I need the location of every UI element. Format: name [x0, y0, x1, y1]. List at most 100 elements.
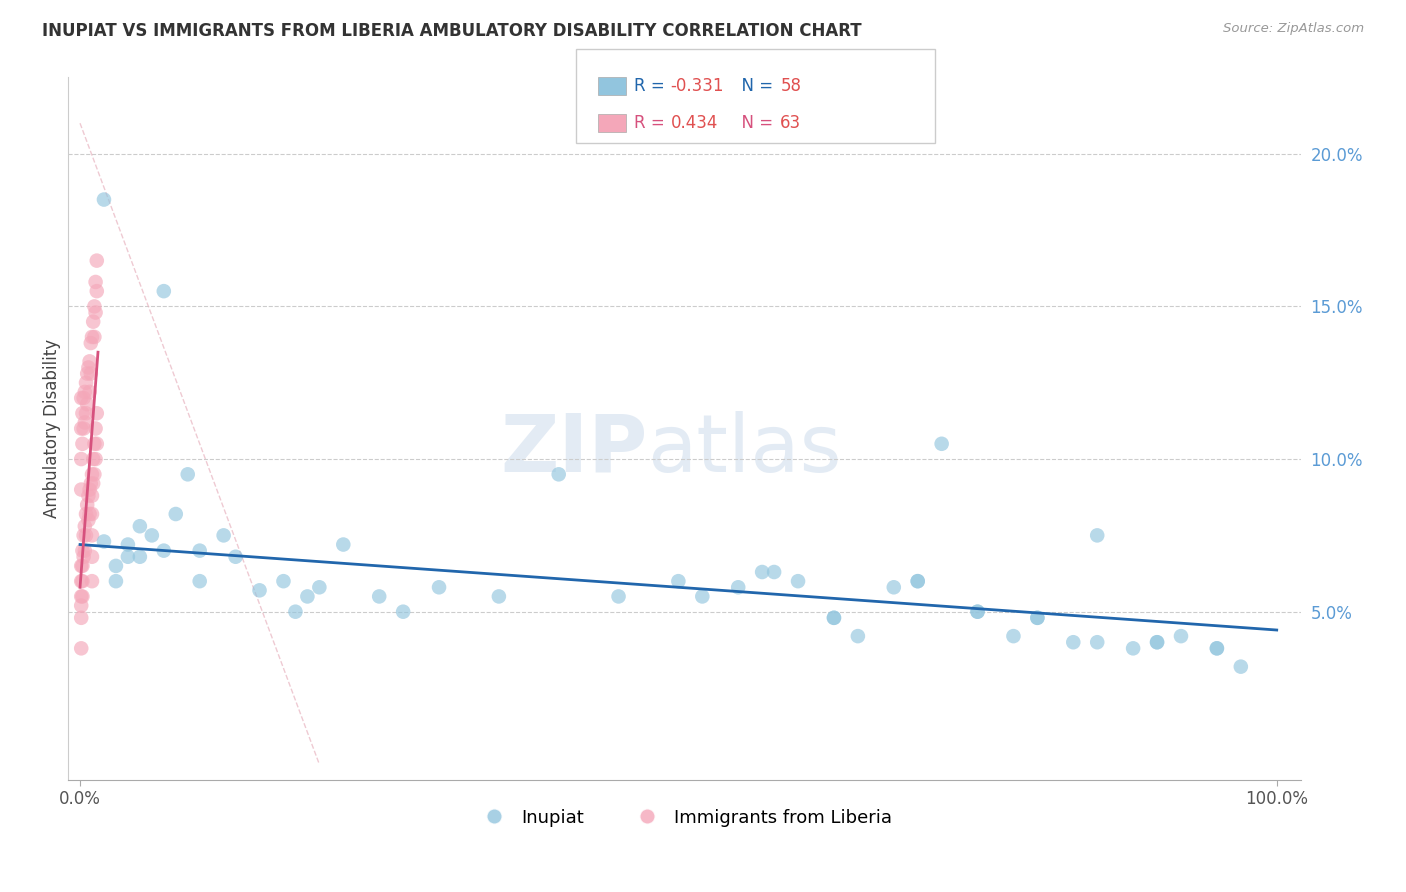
Point	[907, 574, 929, 589]
Point	[188, 543, 211, 558]
Point	[188, 574, 211, 589]
Point	[83, 300, 105, 314]
Point	[128, 549, 150, 564]
Point	[84, 275, 107, 289]
Point	[76, 498, 98, 512]
Point	[153, 284, 176, 298]
Point	[1146, 635, 1168, 649]
Point	[73, 416, 96, 430]
Point	[80, 367, 103, 381]
Point	[77, 489, 100, 503]
Point	[80, 528, 103, 542]
Point	[70, 483, 93, 497]
Point	[1085, 528, 1108, 542]
Text: 63: 63	[780, 114, 801, 132]
Point	[297, 590, 319, 604]
Point	[607, 590, 630, 604]
Point	[80, 476, 103, 491]
Text: N =: N =	[731, 77, 779, 95]
Point	[1062, 635, 1084, 649]
Point	[75, 507, 97, 521]
Point	[72, 574, 94, 589]
Point	[931, 437, 953, 451]
Point	[72, 590, 94, 604]
Point	[77, 513, 100, 527]
Point	[70, 421, 93, 435]
Point	[249, 583, 271, 598]
Point	[72, 437, 94, 451]
Point	[1122, 641, 1144, 656]
Point	[823, 611, 845, 625]
Point	[79, 507, 101, 521]
Point	[547, 467, 569, 482]
Point	[79, 354, 101, 368]
Point	[1205, 641, 1227, 656]
Point	[77, 360, 100, 375]
Point	[427, 580, 450, 594]
Point	[79, 384, 101, 399]
Point	[73, 543, 96, 558]
Point	[80, 507, 103, 521]
Text: N =: N =	[731, 114, 779, 132]
Point	[225, 549, 247, 564]
Point	[72, 421, 94, 435]
Point	[823, 611, 845, 625]
Point	[76, 367, 98, 381]
Point	[1170, 629, 1192, 643]
Point	[666, 574, 689, 589]
Text: R =: R =	[634, 114, 671, 132]
Point	[72, 406, 94, 420]
Point	[80, 489, 103, 503]
Point	[70, 599, 93, 613]
Point	[332, 537, 354, 551]
Point	[76, 397, 98, 411]
Point	[141, 528, 163, 542]
Text: ZIP: ZIP	[501, 410, 647, 489]
Point	[83, 437, 105, 451]
Text: R =: R =	[634, 77, 671, 95]
Point	[83, 467, 105, 482]
Point	[86, 253, 108, 268]
Point	[82, 315, 104, 329]
Point	[128, 519, 150, 533]
Point	[488, 590, 510, 604]
Point	[966, 605, 988, 619]
Point	[846, 629, 869, 643]
Point	[966, 605, 988, 619]
Point	[79, 483, 101, 497]
Point	[70, 574, 93, 589]
Point	[70, 611, 93, 625]
Point	[1205, 641, 1227, 656]
Y-axis label: Ambulatory Disability: Ambulatory Disability	[44, 339, 60, 518]
Text: -0.331: -0.331	[671, 77, 724, 95]
Text: INUPIAT VS IMMIGRANTS FROM LIBERIA AMBULATORY DISABILITY CORRELATION CHART: INUPIAT VS IMMIGRANTS FROM LIBERIA AMBUL…	[42, 22, 862, 40]
Point	[72, 543, 94, 558]
Point	[787, 574, 810, 589]
Text: 0.434: 0.434	[671, 114, 718, 132]
Point	[165, 507, 187, 521]
Point	[1002, 629, 1025, 643]
Point	[73, 384, 96, 399]
Text: atlas: atlas	[647, 410, 842, 489]
Text: Source: ZipAtlas.com: Source: ZipAtlas.com	[1223, 22, 1364, 36]
Point	[80, 574, 103, 589]
Point	[93, 193, 115, 207]
Point	[273, 574, 295, 589]
Point	[84, 452, 107, 467]
Point	[80, 330, 103, 344]
Point	[1230, 659, 1253, 673]
Point	[763, 565, 786, 579]
Point	[70, 558, 93, 573]
Point	[1085, 635, 1108, 649]
Point	[308, 580, 330, 594]
Point	[727, 580, 749, 594]
Point	[70, 590, 93, 604]
Point	[75, 528, 97, 542]
Point	[83, 330, 105, 344]
Point	[82, 476, 104, 491]
Point	[70, 391, 93, 405]
Point	[1146, 635, 1168, 649]
Point	[117, 549, 139, 564]
Point	[93, 534, 115, 549]
Point	[392, 605, 415, 619]
